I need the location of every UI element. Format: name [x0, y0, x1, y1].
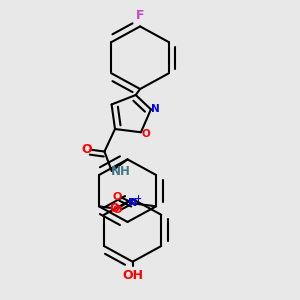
- Text: F: F: [136, 9, 144, 22]
- Text: O: O: [81, 143, 92, 156]
- Text: O: O: [110, 202, 119, 215]
- Text: +: +: [134, 194, 141, 203]
- Text: N: N: [128, 198, 138, 208]
- Text: O: O: [113, 192, 122, 202]
- Text: O: O: [113, 205, 122, 215]
- Text: N: N: [152, 104, 160, 114]
- Text: OH: OH: [122, 268, 143, 282]
- Text: NH: NH: [111, 165, 131, 178]
- Text: O: O: [142, 129, 150, 139]
